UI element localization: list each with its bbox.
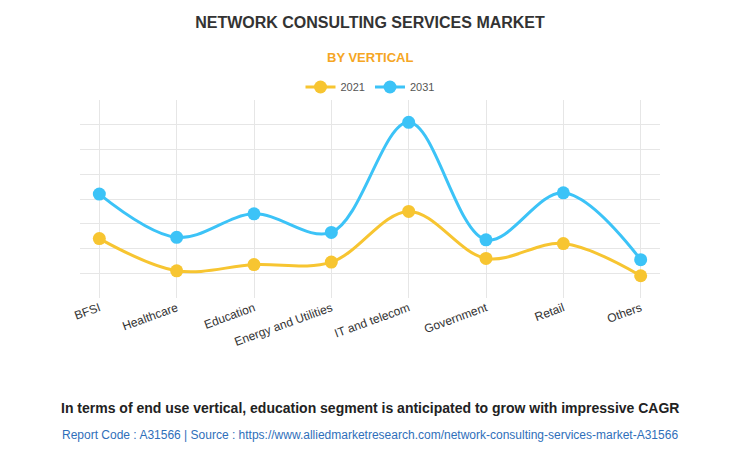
svg-text:BFSI: BFSI <box>73 300 103 322</box>
svg-text:Report Code : A31566 | Source: Report Code : A31566 | Source : https://… <box>62 428 678 442</box>
svg-text:BY VERTICAL: BY VERTICAL <box>327 50 413 65</box>
svg-text:In terms of end use vertical,: In terms of end use vertical, education … <box>61 400 679 416</box>
svg-text:2031: 2031 <box>410 81 434 93</box>
svg-text:2021: 2021 <box>341 81 365 93</box>
svg-text:Healthcare: Healthcare <box>120 300 180 333</box>
svg-text:Retail: Retail <box>533 300 567 324</box>
svg-text:Government: Government <box>422 300 489 336</box>
svg-text:Education: Education <box>202 300 257 331</box>
svg-text:Others: Others <box>605 300 644 325</box>
svg-text:IT and telecom: IT and telecom <box>333 300 412 340</box>
svg-text:NETWORK CONSULTING SERVICES MA: NETWORK CONSULTING SERVICES MARKET <box>195 14 545 31</box>
svg-text:Energy and Utilities: Energy and Utilities <box>232 300 334 349</box>
